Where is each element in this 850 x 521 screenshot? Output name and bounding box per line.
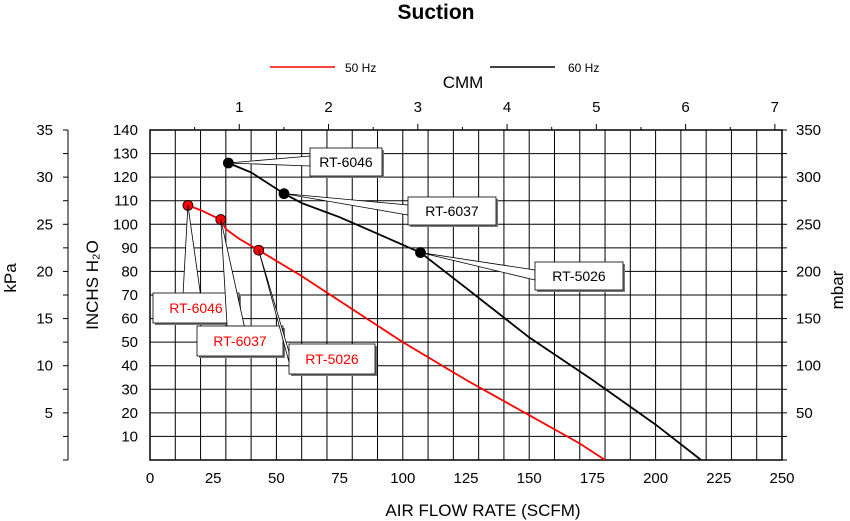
callout-box xyxy=(309,147,383,177)
x-tick-label: 25 xyxy=(205,470,222,487)
y-tick-label: 70 xyxy=(121,287,138,304)
y-tick-label: 140 xyxy=(113,122,138,139)
callout-label: RT-6037 xyxy=(425,203,479,219)
y-tick-label: 120 xyxy=(113,169,138,186)
series-60hz-point xyxy=(415,247,426,258)
x-tick-label: 250 xyxy=(769,470,794,487)
series-layer xyxy=(182,157,702,461)
legend: 50 Hz 60 Hz xyxy=(270,61,599,75)
legend-label-50hz: 50 Hz xyxy=(345,61,376,75)
kpa-tick-label: 15 xyxy=(36,311,53,328)
chart-title: Suction xyxy=(398,1,475,24)
y-tick-label: 20 xyxy=(121,405,138,422)
y-tick-label: 100 xyxy=(113,216,138,233)
kpa-tick-label: 35 xyxy=(36,122,53,139)
callout-box xyxy=(196,325,284,357)
y-tick-label: 10 xyxy=(121,428,138,445)
x-tick-label: 200 xyxy=(643,470,668,487)
x-tick-label: 100 xyxy=(390,470,415,487)
y-axis-label: INCHS H₂O xyxy=(83,240,102,330)
cmm-tick-label: 7 xyxy=(771,99,779,116)
x-tick-label: 0 xyxy=(146,470,154,487)
kpa-tick-label: 30 xyxy=(36,169,53,186)
series-60hz-line xyxy=(228,162,702,461)
callout-label: RT-5026 xyxy=(305,351,359,367)
kpa-tick-label: 20 xyxy=(36,263,53,280)
x-tick-label: 125 xyxy=(453,470,478,487)
y-tick-label: 40 xyxy=(121,358,138,375)
y-tick-label: 90 xyxy=(121,240,138,257)
callouts: RT-6046 RT-6037 RT-5026 RT-6046 RT-6037 RT-50… xyxy=(152,147,625,376)
callout-box xyxy=(288,343,376,375)
x-axis-label: AIR FLOW RATE (SCFM) xyxy=(385,501,580,520)
x2-axis-label: CMM xyxy=(443,73,484,92)
callout-box xyxy=(534,261,624,291)
callout-label: RT-6037 xyxy=(213,333,267,349)
series-50hz-line xyxy=(187,204,606,461)
cmm-tick-label: 5 xyxy=(592,99,600,116)
mbar-tick-label: 300 xyxy=(796,169,821,186)
x-tick-label: 75 xyxy=(331,470,348,487)
grid xyxy=(63,124,787,461)
mbar-tick-label: 250 xyxy=(796,216,821,233)
y-tick-label: 130 xyxy=(113,146,138,163)
callout-label: RT-5026 xyxy=(552,268,606,284)
mbar-axis-label: mbar xyxy=(828,270,847,309)
x-tick-label: 175 xyxy=(580,470,605,487)
kpa-tick-label: 25 xyxy=(36,216,53,233)
mbar-tick-label: 350 xyxy=(796,122,821,139)
mbar-tick-label: 50 xyxy=(796,405,813,422)
cmm-tick-label: 3 xyxy=(414,99,422,116)
y-tick-label: 50 xyxy=(121,334,138,351)
y-tick-label: 60 xyxy=(121,311,138,328)
cmm-tick-label: 6 xyxy=(681,99,689,116)
kpa-tick-label: 5 xyxy=(45,405,53,422)
y-tick-label: 30 xyxy=(121,381,138,398)
callout-leader xyxy=(228,155,311,167)
callout-leader xyxy=(182,205,201,294)
cmm-tick-label: 4 xyxy=(503,99,511,116)
mbar-tick-label: 150 xyxy=(796,311,821,328)
cmm-tick-label: 2 xyxy=(324,99,332,116)
kpa-axis-label: kPa xyxy=(1,263,20,293)
x-tick-label: 150 xyxy=(517,470,542,487)
x-tick-label: 225 xyxy=(706,470,731,487)
x-tick-label: 50 xyxy=(268,470,285,487)
callout-label: RT-6046 xyxy=(319,154,373,170)
cmm-tick-label: 1 xyxy=(235,99,243,116)
kpa-tick-label: 10 xyxy=(36,358,53,375)
y-tick-label: 110 xyxy=(114,193,138,210)
callout-label: RT-6046 xyxy=(169,300,223,316)
y-tick-label: 80 xyxy=(121,263,138,280)
mbar-tick-label: 200 xyxy=(796,263,821,280)
mbar-tick-label: 100 xyxy=(796,358,821,375)
callout-box xyxy=(407,196,497,226)
legend-label-60hz: 60 Hz xyxy=(568,61,599,75)
callout-box xyxy=(152,292,240,324)
